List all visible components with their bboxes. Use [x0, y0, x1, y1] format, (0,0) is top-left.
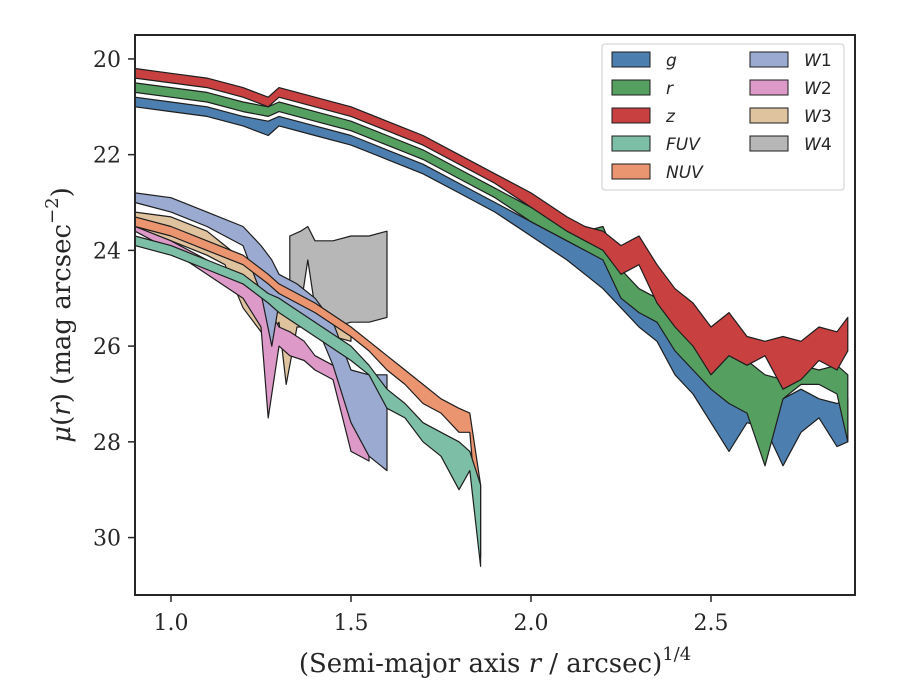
y-axis-label: μ(r) (mag arcsec−2) [42, 187, 77, 443]
y-tick-label: 26 [93, 335, 121, 360]
legend-label-w4: W4 [804, 135, 832, 155]
y-tick-label: 24 [93, 239, 121, 264]
band-z [134, 67, 849, 390]
legend-swatch-w1 [749, 51, 789, 68]
legend-label-w2: W2 [804, 79, 832, 99]
legend-swatch-fuv [611, 135, 651, 152]
legend-swatch-w4 [749, 135, 789, 152]
legend-swatch-r [611, 79, 651, 96]
legend: grz FUV NUV W1 W2 W3 W4 [601, 43, 845, 191]
band-w4 [289, 225, 388, 347]
x-tick-label: 1.5 [334, 611, 369, 636]
y-tick-label: 28 [93, 431, 121, 456]
legend-swatch-w3 [749, 107, 789, 124]
legend-label-z: z [665, 107, 676, 127]
legend-label-nuv: NUV [666, 163, 704, 183]
legend-label-w3: W3 [804, 107, 832, 127]
y-tick-label: 22 [93, 144, 121, 169]
band-r [134, 82, 849, 467]
y-tick-label: 20 [93, 48, 121, 73]
legend-swatch-w2 [749, 79, 789, 96]
legend-swatch-g [611, 51, 651, 68]
x-tick-label: 2.5 [694, 611, 729, 636]
y-tick-label: 30 [93, 527, 121, 552]
legend-label-r: r [666, 79, 674, 99]
x-tick-label: 2.0 [514, 611, 549, 636]
x-axis-label: (Semi-major axis r / arcsec)1/4 [299, 644, 691, 679]
legend-label-fuv: FUV [666, 135, 701, 155]
legend-label-w1: W1 [804, 51, 832, 71]
x-tick-label: 1.0 [154, 611, 189, 636]
legend-label-g: g [666, 51, 677, 71]
legend-swatch-z [611, 107, 651, 124]
bands-layer [134, 67, 849, 567]
plot-frame [134, 34, 856, 596]
ticks-layer: 1.0 1.5 2.0 2.5 20 22 24 26 28 30 [93, 48, 729, 636]
legend-swatch-nuv [611, 163, 651, 180]
band-fuv [134, 235, 482, 567]
